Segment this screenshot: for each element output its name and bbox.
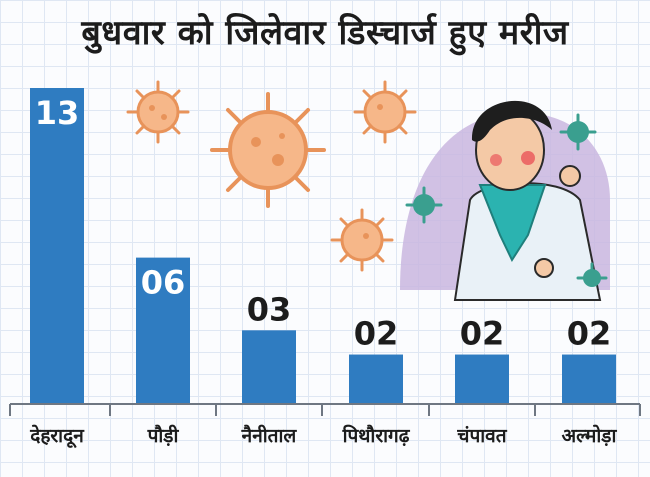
bar-value-label: 03 [247, 290, 292, 328]
bar-1 [30, 88, 84, 403]
category-dividers [9, 404, 641, 416]
category-labels: देहरादून पौड़ी नैनीताल पिथौरागढ़ चंपावत अल्मो… [29, 424, 617, 449]
bar-value-label: 02 [460, 315, 505, 353]
bar-value-label: 13 [35, 94, 80, 132]
bars-group: 13 06 03 02 02 02 [30, 88, 616, 403]
category-label: पौड़ी [147, 424, 180, 447]
bar-value-label: 02 [354, 315, 399, 353]
bar-value-label: 06 [141, 264, 186, 302]
virus-icon [576, 262, 608, 287]
virus-icon [559, 113, 597, 151]
sick-person-illustration [400, 100, 610, 301]
virus-icon [353, 80, 417, 144]
bar-6 [562, 354, 616, 403]
category-label: नैनीताल [241, 424, 298, 447]
virus-icon [330, 208, 394, 272]
virus-icon [210, 92, 326, 208]
virus-icon [126, 80, 190, 144]
bar-2 [136, 257, 190, 403]
category-label: पिथौरागढ़ [342, 424, 411, 447]
bar-5 [455, 354, 509, 403]
bar-3 [242, 330, 296, 403]
category-label: चंपावत [456, 425, 507, 447]
category-label: अल्मोड़ा [562, 424, 618, 447]
category-label: देहरादून [29, 424, 85, 449]
chart-title: बुधवार को जिलेवार डिस्चार्ज हुए मरीज [81, 13, 569, 53]
bar-value-label: 02 [567, 315, 612, 353]
virus-icon [405, 186, 443, 224]
bar-4 [349, 354, 403, 403]
